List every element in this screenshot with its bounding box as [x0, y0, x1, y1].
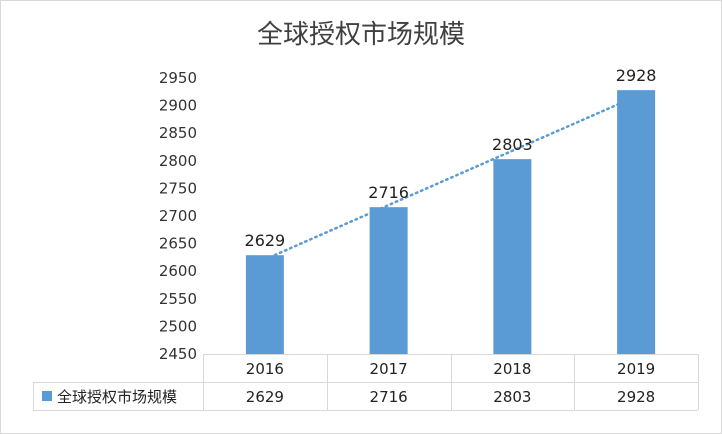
- x-category-label: 2019: [617, 360, 655, 378]
- bar: [369, 207, 408, 354]
- bar: [617, 90, 656, 355]
- y-tick-label: 2950: [159, 69, 197, 87]
- bar: [493, 159, 532, 354]
- y-tick-label: 2600: [159, 262, 197, 280]
- y-tick-label: 2850: [159, 124, 197, 142]
- y-tick-label: 2450: [159, 345, 197, 363]
- table-value-cell: 2928: [617, 388, 655, 406]
- y-tick-label: 2500: [159, 317, 197, 335]
- x-category-label: 2016: [246, 360, 284, 378]
- y-tick-label: 2900: [159, 97, 197, 115]
- chart-title: 全球授权市场规模: [256, 20, 465, 50]
- y-tick-label: 2750: [159, 179, 197, 197]
- legend-key: [42, 391, 52, 401]
- table-value-cell: 2803: [493, 388, 531, 406]
- table-series-name: 全球授权市场规模: [57, 388, 177, 406]
- x-category-label: 2017: [370, 360, 408, 378]
- table-value-cell: 2629: [246, 388, 284, 406]
- x-category-label: 2018: [493, 360, 531, 378]
- y-tick-label: 2700: [159, 207, 197, 225]
- y-tick-label: 2650: [159, 235, 197, 253]
- y-tick-label: 2550: [159, 290, 197, 308]
- trendline: [263, 95, 638, 261]
- y-tick-label: 2800: [159, 152, 197, 170]
- data-label: 2928: [616, 66, 657, 85]
- data-label: 2629: [245, 231, 286, 250]
- bar: [245, 255, 284, 354]
- table-value-cell: 2716: [370, 388, 408, 406]
- data-label: 2716: [368, 183, 409, 202]
- data-label: 2803: [492, 135, 533, 154]
